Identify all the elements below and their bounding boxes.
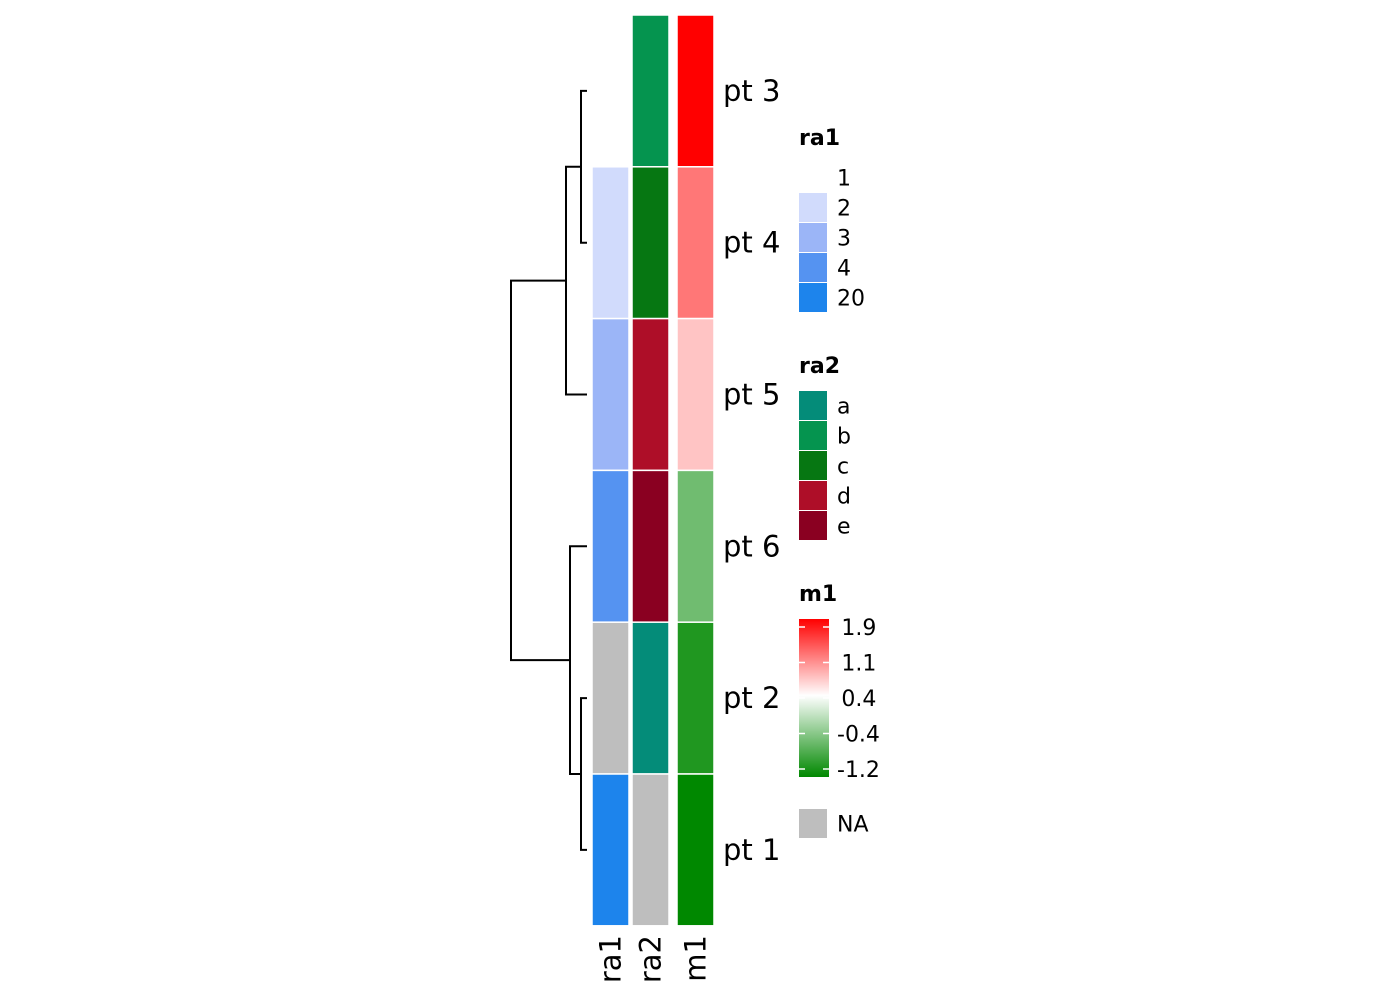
- legend-label: a: [837, 395, 850, 420]
- heatmap-cell: [631, 14, 670, 168]
- heatmap-cell: [591, 773, 630, 927]
- legend-tick-label: 1.1: [837, 652, 876, 677]
- row-label: pt 1: [723, 833, 780, 867]
- heatmap-cell: [676, 621, 715, 775]
- heatmap-cell: [591, 469, 630, 623]
- legend-swatch: [799, 481, 827, 510]
- row-label: pt 2: [723, 681, 780, 715]
- legend-label: d: [837, 485, 851, 510]
- heatmap-cell: [631, 166, 670, 320]
- column-label: m1: [679, 935, 713, 982]
- heatmap-cells: [591, 14, 715, 927]
- heatmap-cell: [676, 317, 715, 472]
- heatmap-cell: [676, 773, 715, 927]
- legend-tick-label: -1.2: [837, 758, 880, 783]
- heatmap-cell: [631, 773, 670, 927]
- legend-title: ra1: [799, 126, 840, 151]
- heatmap-cell: [676, 14, 715, 168]
- dendrogram-branch: [510, 279, 570, 662]
- legend-title: m1: [799, 582, 837, 607]
- heatmap-cell: [631, 469, 670, 623]
- dendrogram-branch: [580, 89, 587, 244]
- row-labels: pt 3 pt 4 pt 5 pt 6 pt 2 pt 1: [723, 74, 780, 867]
- heatmap-cell: [631, 621, 670, 775]
- row-label: pt 3: [723, 74, 780, 108]
- legend-swatch: [799, 391, 827, 420]
- row-label: pt 6: [723, 529, 780, 563]
- dendrogram-branch: [565, 165, 587, 396]
- legend-label: c: [837, 455, 849, 480]
- legend-tick-label: 0.4: [837, 687, 876, 712]
- heatmap-cell: [676, 166, 715, 320]
- legend-swatch: [799, 283, 827, 312]
- legend-label: e: [837, 515, 851, 540]
- legend-label: 1: [837, 167, 851, 192]
- legend-label: b: [837, 425, 851, 450]
- heatmap-cell: [676, 469, 715, 623]
- heatmap-cell: [591, 317, 630, 472]
- heatmap-cell: [591, 14, 630, 168]
- legend-swatch: [799, 163, 827, 192]
- legend-swatch: [799, 223, 827, 252]
- legend-label: 20: [837, 287, 865, 312]
- row-label: pt 4: [723, 226, 780, 260]
- legend-tick-label: 1.9: [837, 616, 876, 641]
- row-label: pt 5: [723, 378, 780, 412]
- row-dendrogram: [510, 89, 587, 851]
- legend-label: 4: [837, 257, 851, 282]
- legend-label: 3: [837, 227, 851, 252]
- dendrogram-branch: [580, 697, 587, 851]
- legend-title: ra2: [799, 354, 840, 379]
- legend-swatch: [799, 193, 827, 222]
- column-label: ra2: [634, 935, 668, 983]
- legend-na-label: NA: [837, 813, 869, 838]
- column-labels: ra1 ra2 m1: [594, 935, 713, 983]
- column-label: ra1: [594, 935, 628, 983]
- heatmap-cell: [591, 621, 630, 775]
- legend-swatch: [799, 511, 827, 540]
- dendrogram-branch: [569, 545, 587, 775]
- legend-label: 2: [837, 197, 851, 222]
- legend-swatch: [799, 451, 827, 480]
- heatmap-cell: [631, 317, 670, 472]
- heatmap-cell: [591, 166, 630, 320]
- legend-swatch: [799, 421, 827, 450]
- legend-tick-label: -0.4: [837, 723, 880, 748]
- legend-swatch: [799, 253, 827, 282]
- legend-na-swatch: [799, 809, 827, 838]
